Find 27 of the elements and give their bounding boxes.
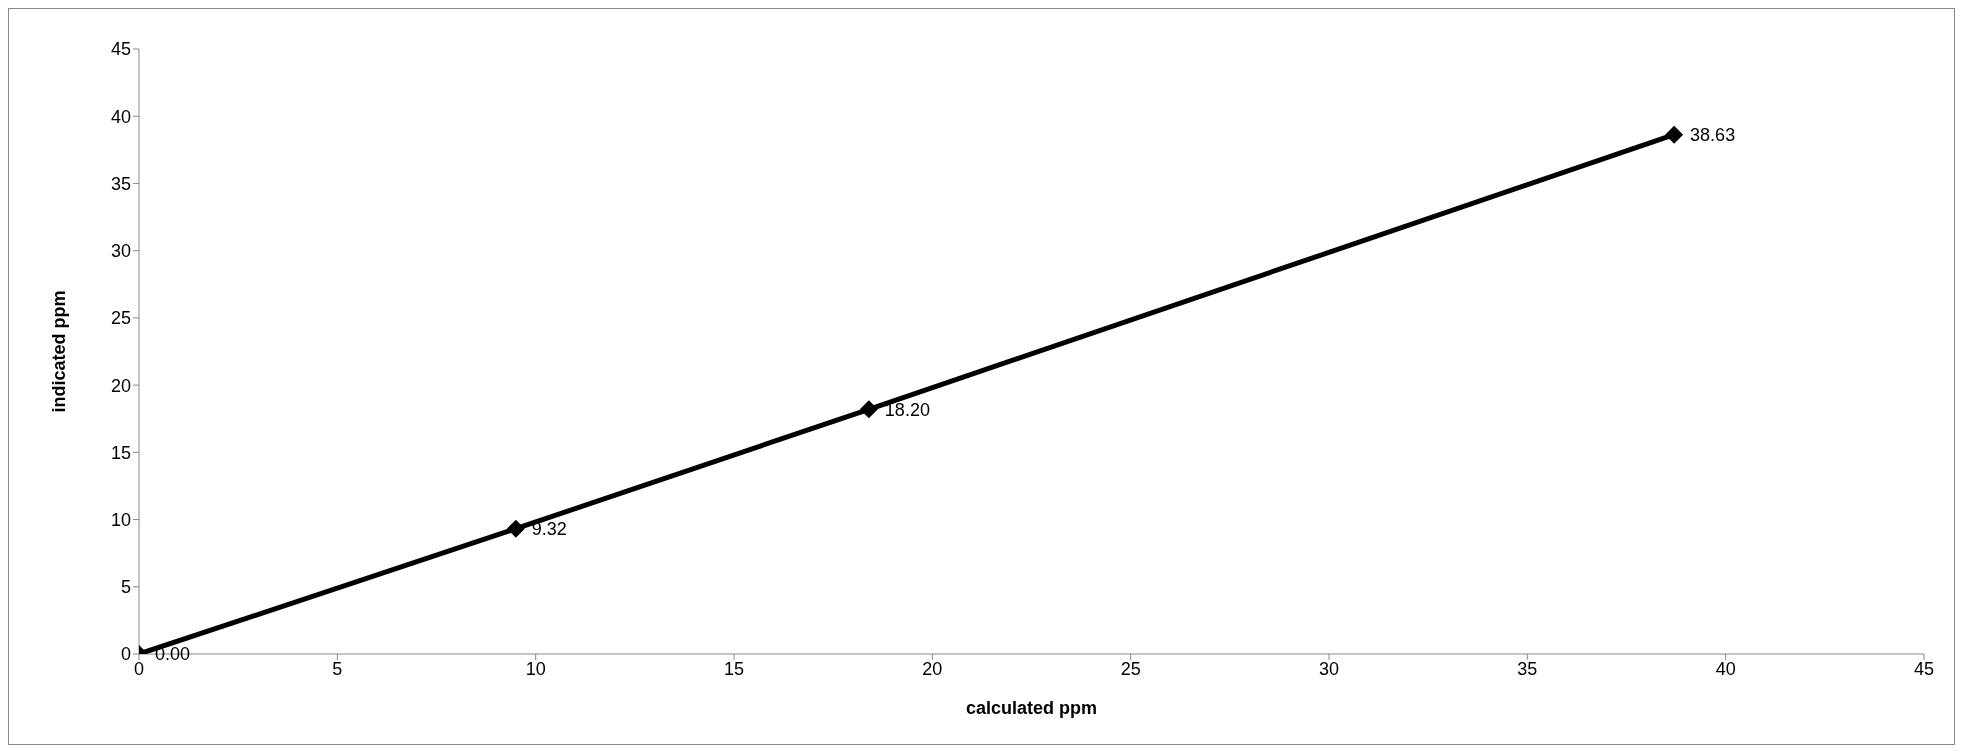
x-tick-label: 45	[1913, 658, 1935, 679]
x-tick-label: 25	[1120, 658, 1141, 679]
y-tick-label: 25	[110, 308, 131, 329]
x-axis-title: calculated ppm	[965, 698, 1098, 718]
point	[506, 519, 525, 538]
y-tick-label: 45	[110, 39, 131, 60]
y-tick-label: 30	[110, 241, 131, 262]
point	[859, 400, 878, 419]
y-tick-label: 40	[110, 106, 131, 127]
y-tick-label: 0	[120, 644, 131, 665]
data-label: 18.20	[884, 399, 930, 420]
point	[1665, 125, 1684, 144]
x-tick-label: 10	[525, 658, 546, 679]
x-tick-label: 30	[1318, 658, 1340, 679]
x-tick-label: 40	[1715, 658, 1736, 679]
x-tick-label: 0	[133, 658, 145, 679]
y-tick-label: 5	[120, 577, 131, 598]
x-tick-label: 15	[723, 658, 745, 679]
y-tick-label: 10	[110, 509, 131, 530]
y-tick-label: 35	[110, 173, 131, 194]
y-tick-label: 20	[110, 375, 131, 396]
x-tick-label: 20	[922, 658, 943, 679]
y-axis-title: indicated ppm	[49, 290, 70, 413]
x-tick-label: 5	[332, 658, 343, 679]
x-tick-label: 35	[1517, 658, 1538, 679]
y-tick-label: 15	[110, 442, 131, 463]
data-label: 38.63	[1690, 125, 1736, 146]
